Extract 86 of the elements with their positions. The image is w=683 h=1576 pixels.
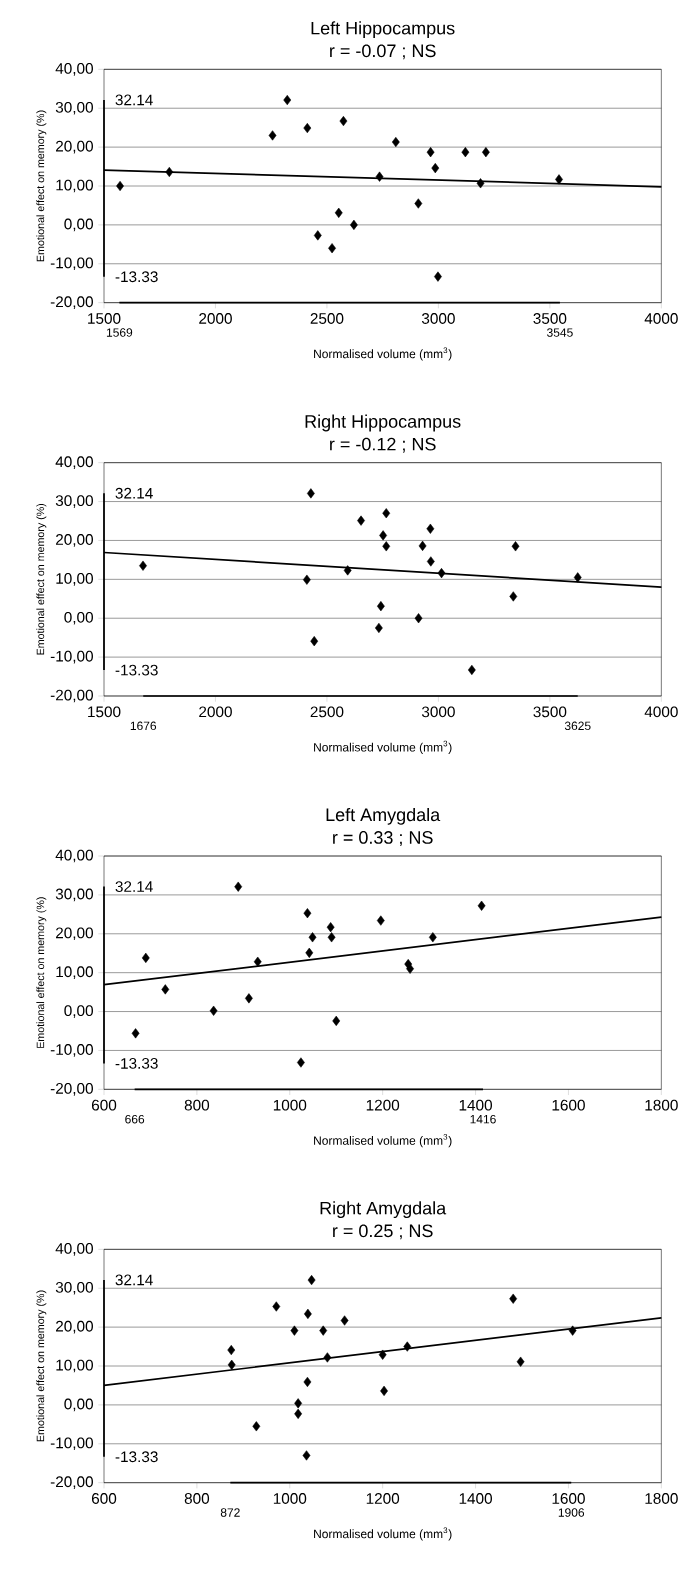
y-axis-title: Emotional effect on memory (%)	[36, 503, 47, 655]
x-tick-label: 800	[184, 1493, 210, 1504]
y-tick-label: -20,00	[50, 296, 94, 309]
y-tick-label: 40,00	[55, 456, 94, 470]
x-tick-label: 1000	[273, 1099, 307, 1111]
chart-subtitle: r = 0.25 ; NS	[333, 1224, 433, 1240]
x-tick-label: 1400	[459, 1099, 493, 1111]
x-tick-label: 3500	[533, 706, 567, 718]
y-tick-label: 40,00	[55, 63, 94, 76]
y-tick-label: 30,00	[55, 495, 94, 508]
chart-title: Right Hippocampus	[305, 414, 461, 432]
x-tick-label: 2000	[199, 313, 232, 324]
annotation: -13.33	[115, 1451, 158, 1463]
x-axis-title: Normalised volume (mm$^{3}$)	[314, 1527, 452, 1541]
x-tick-label: 2500	[310, 706, 344, 718]
x-tick-label: 800	[184, 1099, 210, 1111]
y-axis-title: Emotional effect on memory (%)	[36, 897, 47, 1048]
y-tick-label: 10,00	[56, 179, 94, 193]
chart-title: Left Hippocampus	[311, 21, 455, 39]
x-tick-label: 4000	[644, 313, 678, 324]
annotation: 32.14	[115, 1274, 153, 1286]
y-tick-label: -10,00	[50, 1437, 94, 1451]
annotation: 3625	[564, 721, 591, 731]
annotation: -13.33	[115, 1057, 158, 1069]
y-tick-label: 30,00	[55, 1281, 94, 1295]
y-tick-label: 10,00	[56, 573, 94, 586]
chart-subtitle: r = -0.07 ; NS	[330, 44, 436, 60]
x-axis-title: Normalised volume (mm$^{3}$)	[314, 1134, 452, 1148]
x-tick-label: 2500	[310, 313, 344, 324]
x-tick-label: 2000	[199, 706, 232, 718]
y-axis-title: Emotional effect on memory (%)	[36, 1290, 47, 1442]
y-tick-label: -10,00	[50, 257, 94, 271]
x-tick-label: 3000	[422, 313, 455, 324]
annotation: 1569	[107, 328, 133, 337]
x-tick-label: 1500	[88, 313, 121, 324]
annotation: -13.33	[115, 271, 158, 283]
y-tick-label: 20,00	[56, 140, 94, 154]
y-tick-label: 10,00	[56, 966, 94, 980]
annotation: 666	[125, 1114, 145, 1124]
y-tick-label: 30,00	[55, 101, 94, 115]
y-tick-label: 10,00	[56, 1359, 94, 1373]
x-tick-label: 4000	[644, 706, 678, 718]
x-tick-label: 600	[92, 1493, 117, 1504]
y-tick-label: -10,00	[50, 650, 94, 664]
x-tick-label: 1500	[88, 706, 121, 718]
y-tick-label: -10,00	[50, 1044, 94, 1057]
chart-subtitle: r = -0.12 ; NS	[330, 437, 436, 453]
x-axis-title: Normalised volume (mm$^{3}$)	[314, 740, 452, 754]
chart-subtitle: r = 0.33 ; NS	[333, 831, 433, 846]
x-tick-label: 3000	[422, 706, 455, 718]
x-tick-label: 1600	[552, 1099, 585, 1111]
annotation: 1416	[470, 1114, 496, 1124]
annotation: 872	[220, 1508, 240, 1517]
y-tick-label: -20,00	[50, 689, 94, 703]
x-tick-label: 600	[92, 1099, 117, 1111]
x-tick-label: 1000	[273, 1493, 307, 1504]
annotation: 1676	[130, 721, 157, 731]
y-tick-label: -20,00	[50, 1476, 94, 1490]
y-tick-label: -20,00	[50, 1083, 94, 1096]
x-tick-label: 1200	[366, 1493, 400, 1504]
annotation: -13.33	[115, 664, 158, 676]
y-tick-label: 40,00	[55, 1243, 94, 1256]
x-tick-label: 1800	[645, 1099, 678, 1111]
annotation: 32.14	[115, 881, 153, 892]
y-tick-label: 0,00	[64, 611, 94, 625]
x-tick-label: 3500	[533, 313, 567, 324]
chart-title: Right Amygdala	[320, 1201, 447, 1219]
y-tick-label: 0,00	[64, 218, 94, 232]
annotation: 32.14	[115, 94, 153, 106]
x-axis-title: Normalised volume (mm$^{3}$)	[314, 347, 452, 361]
x-tick-label: 1800	[645, 1493, 678, 1504]
y-tick-label: 0,00	[64, 1005, 94, 1018]
y-tick-label: 40,00	[55, 849, 94, 863]
x-tick-label: 1600	[552, 1493, 585, 1504]
y-axis-title: Emotional effect on memory (%)	[36, 110, 47, 262]
y-tick-label: 20,00	[56, 1320, 94, 1334]
y-tick-label: 20,00	[56, 534, 94, 547]
y-tick-label: 20,00	[56, 927, 94, 941]
chart-title: Left Amygdala	[326, 807, 441, 825]
annotation: 1906	[558, 1508, 585, 1517]
x-tick-label: 1400	[459, 1493, 493, 1504]
annotation: 3545	[547, 328, 573, 337]
x-tick-label: 1200	[366, 1099, 400, 1111]
y-tick-label: 0,00	[64, 1398, 94, 1412]
annotation: 32.14	[115, 487, 153, 499]
y-tick-label: 30,00	[55, 888, 94, 902]
